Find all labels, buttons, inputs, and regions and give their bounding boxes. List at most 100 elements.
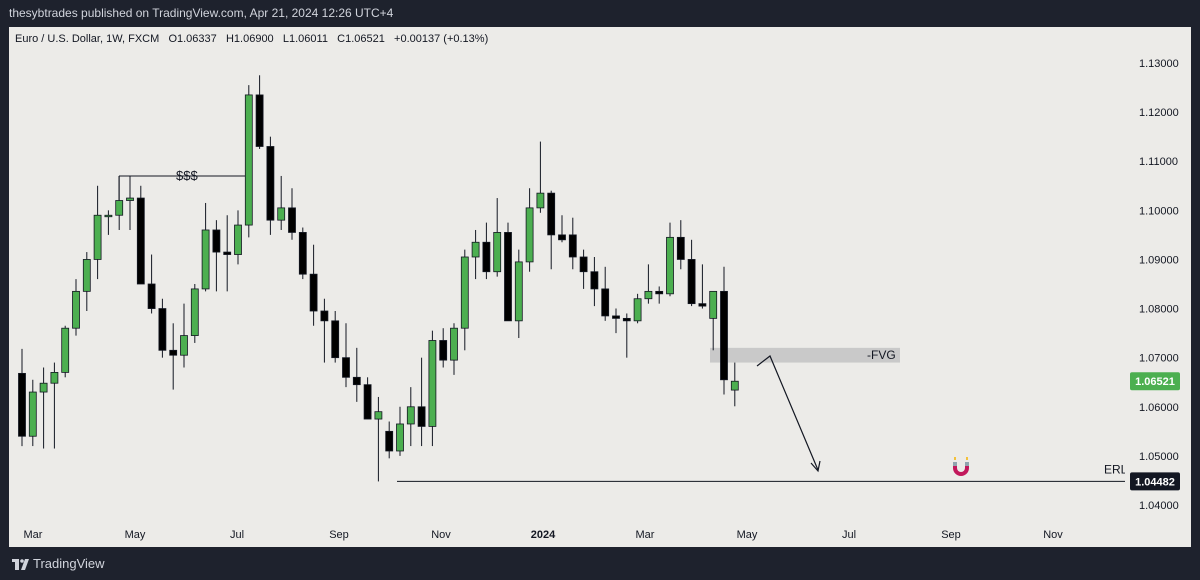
candle-body	[504, 232, 512, 322]
candle	[320, 298, 329, 363]
candle	[93, 185, 102, 280]
candle-body	[709, 290, 718, 319]
x-tick-label: Nov	[431, 529, 451, 541]
brand-name: TradingView	[33, 556, 105, 571]
candle	[644, 264, 653, 304]
candle-body	[320, 310, 329, 322]
candle-body	[169, 349, 178, 356]
candle	[126, 175, 134, 230]
candle	[255, 75, 264, 149]
candle-body	[374, 411, 383, 420]
candle	[698, 264, 707, 309]
footer-bar: TradingView	[0, 547, 1200, 580]
candle-body	[568, 234, 577, 258]
candle	[655, 286, 664, 304]
candle	[82, 252, 91, 312]
symbol-name[interactable]: Euro / U.S. Dollar, 1W, FXCM	[15, 33, 160, 45]
candle	[514, 249, 523, 339]
plot-area: $$$ -FVG ERL	[18, 75, 1125, 482]
candle-body	[180, 335, 188, 356]
candle	[558, 215, 566, 243]
last-price-label: 1.06521	[1135, 376, 1175, 388]
candle-body	[666, 236, 674, 295]
candle-body	[590, 271, 599, 290]
candle	[406, 387, 415, 447]
candle-body	[730, 380, 739, 391]
candle-body	[72, 290, 80, 329]
candle-body	[536, 192, 545, 209]
candle-body	[331, 320, 340, 359]
candle-body	[126, 197, 134, 201]
candle	[687, 239, 696, 307]
candle-body	[212, 229, 221, 253]
ohlc-close: C1.06521	[337, 33, 385, 45]
y-tick-label: 1.13000	[1139, 58, 1179, 70]
candle-body	[158, 308, 167, 351]
chart-svg[interactable]: $$$ -FVG ERL 1.13000 1.12000 1.11000 1.10000 1.…	[0, 0, 1200, 547]
ohlc-open: O1.06337	[168, 33, 217, 45]
candle	[730, 362, 739, 407]
candle-body	[363, 384, 372, 420]
candle-body	[298, 232, 307, 275]
candle	[288, 188, 296, 240]
candle-body	[471, 241, 480, 258]
candle-body	[558, 234, 566, 241]
candle	[18, 348, 26, 447]
candle	[633, 293, 642, 324]
candle	[493, 198, 502, 277]
candle	[309, 244, 318, 326]
candle	[266, 136, 275, 235]
candle	[504, 222, 512, 322]
candle	[190, 284, 199, 343]
candle-body	[277, 207, 286, 221]
candle-body	[309, 273, 318, 312]
candle	[720, 266, 728, 395]
candle	[417, 357, 426, 447]
candle-body	[579, 256, 588, 273]
x-tick-label: Mar	[636, 529, 655, 541]
candle	[428, 330, 437, 447]
candle	[342, 323, 350, 388]
candle-body	[234, 224, 242, 255]
candle-body	[115, 200, 124, 216]
candle	[223, 215, 232, 292]
x-tick-label: Sep	[329, 529, 349, 541]
candle-body	[406, 406, 415, 425]
candle	[482, 222, 491, 280]
candle	[277, 175, 286, 230]
ohlc-low: L1.06011	[282, 33, 328, 45]
candle	[115, 175, 124, 230]
candle-body	[439, 340, 448, 361]
ohlc-high: H1.06900	[225, 33, 274, 45]
last-price-tag	[1130, 372, 1180, 391]
candle-body	[288, 207, 296, 233]
candle-body	[190, 288, 199, 336]
candle	[536, 141, 545, 213]
candle-body	[698, 303, 707, 307]
candle-body	[428, 340, 437, 427]
candle-body	[50, 371, 59, 384]
x-tick-label: Jul	[230, 529, 244, 541]
candle	[234, 210, 242, 265]
candle-body	[547, 192, 556, 236]
tradingview-logo[interactable]: TradingView	[12, 556, 105, 572]
candle	[201, 202, 210, 292]
candle-body	[28, 391, 37, 437]
candle-body	[601, 288, 610, 317]
candle	[622, 313, 631, 358]
candle-body	[39, 382, 48, 393]
candle	[169, 323, 178, 390]
ohlc-change: +0.00137 (+0.13%)	[394, 33, 489, 45]
candle	[39, 367, 48, 449]
candle	[471, 229, 480, 280]
publisher-bar: thesybtrades published on TradingView.co…	[0, 0, 1200, 27]
y-tick-label: 1.06000	[1139, 402, 1179, 414]
y-tick-label: 1.10000	[1139, 205, 1179, 217]
candle	[212, 220, 221, 292]
candle	[579, 249, 588, 289]
candle	[72, 279, 80, 336]
candle-body	[82, 259, 91, 292]
y-tick-label: 1.05000	[1139, 451, 1179, 463]
candle-body	[385, 430, 394, 452]
candle	[180, 303, 188, 368]
